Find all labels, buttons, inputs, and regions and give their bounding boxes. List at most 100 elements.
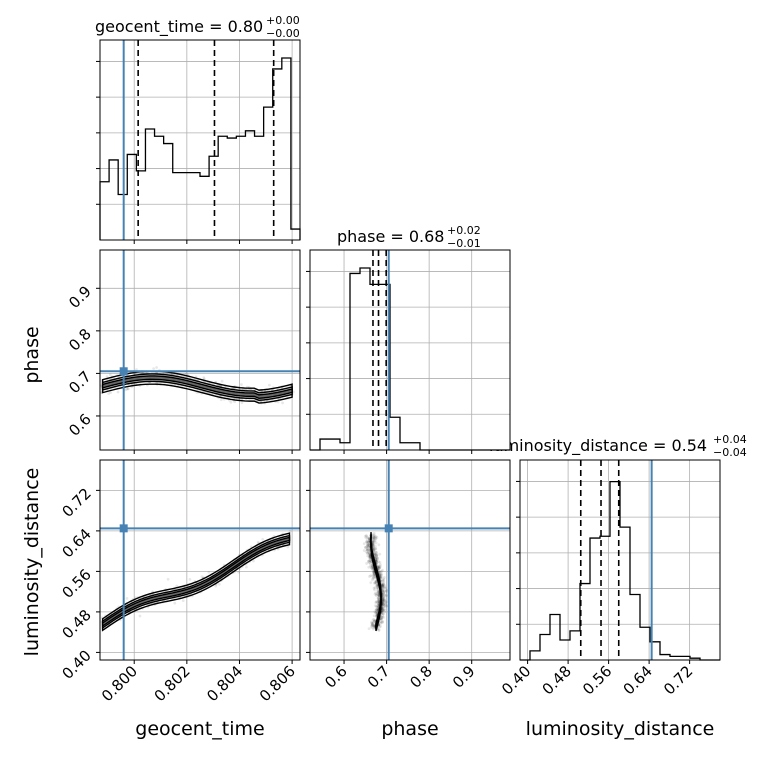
sample-point	[256, 540, 260, 544]
sample-point	[381, 582, 385, 586]
tick-label-x-luminosity_distance: 0.72	[660, 662, 696, 698]
sample-point	[379, 575, 383, 579]
tick-label-x-geocent_time: 0.804	[203, 662, 246, 705]
sample-point	[375, 560, 379, 564]
truth-marker	[119, 367, 128, 376]
sample-point	[375, 556, 379, 560]
sample-point	[378, 570, 381, 574]
sample-point	[373, 539, 377, 543]
sample-point	[377, 567, 381, 571]
sample-point	[375, 605, 378, 609]
sample-point	[367, 543, 371, 547]
sample-point	[376, 599, 380, 603]
sample-point	[371, 536, 375, 540]
sample-point	[371, 574, 375, 578]
sample-point	[380, 618, 383, 622]
sample-point	[379, 575, 383, 579]
sample-point	[370, 622, 374, 626]
sample-point	[371, 540, 375, 544]
pair-panel-geocent-time-phase: 0.6 0.7 0.8 0.9	[65, 249, 301, 454]
sample-point	[384, 604, 388, 608]
sample-point	[185, 372, 188, 376]
svg-text:geocent_time = 0.80: geocent_time = 0.80	[95, 17, 263, 37]
sample-point	[207, 570, 211, 574]
sample-point	[373, 619, 376, 623]
pair-panel-geocent-time-phase-border	[99, 249, 301, 451]
hist-panel-phase-border	[309, 249, 511, 451]
sample-point	[368, 562, 372, 566]
sample-point	[373, 581, 376, 585]
sample-point	[367, 540, 370, 544]
sample-point	[379, 572, 383, 576]
sample-point	[371, 621, 375, 625]
sample-point	[214, 584, 218, 588]
sample-point	[363, 534, 367, 538]
sample-point	[374, 611, 377, 615]
tick-label-y-phase: 0.6	[65, 410, 95, 440]
sample-point	[381, 608, 385, 612]
sample-point	[371, 574, 375, 577]
hist-panel-phase-bg	[310, 250, 510, 450]
sample-point	[379, 576, 383, 580]
sample-point	[371, 571, 375, 575]
sample-point	[371, 618, 375, 622]
sample-point	[368, 556, 372, 560]
sample-point	[367, 545, 371, 549]
sample-point	[366, 540, 370, 544]
sample-point	[376, 589, 380, 593]
sample-point	[382, 600, 386, 603]
sample-point	[382, 605, 385, 609]
sample-point	[368, 555, 372, 559]
title-luminosity-distance-median: 0.54	[671, 436, 707, 455]
sample-point	[374, 608, 378, 612]
sample-point	[375, 553, 379, 556]
pair-panel-geocent-time-luminosity-distance: 0.800 0.802 0.804 0.806 0.40 0.48 0.56 0.64 0.72	[58, 459, 301, 705]
sample-point	[377, 603, 381, 607]
sample-point	[380, 585, 384, 588]
sample-point	[374, 550, 377, 554]
pair-panel-phase-luminosity-distance-border	[309, 459, 511, 661]
sample-point	[368, 555, 372, 559]
hist-step-luminosity_distance	[520, 480, 720, 661]
sample-point	[365, 540, 369, 544]
sample-point	[377, 590, 380, 594]
sample-point	[378, 571, 382, 574]
sample-point	[375, 610, 379, 613]
tick-label-x-luminosity_distance: 0.40	[498, 662, 534, 698]
sample-point	[377, 567, 381, 570]
sample-point	[381, 600, 385, 604]
title-luminosity-distance-minus: −0.04	[713, 446, 747, 459]
sample-point	[384, 600, 388, 603]
sample-point	[376, 598, 380, 602]
sample-point	[381, 597, 385, 601]
sample-point	[365, 562, 368, 565]
sample-point	[367, 540, 371, 544]
sample-point	[368, 575, 371, 578]
sample-point	[368, 556, 372, 560]
sample-point	[376, 593, 380, 597]
sample-point	[373, 575, 377, 579]
sample-point	[369, 560, 373, 564]
sample-point	[371, 540, 375, 544]
sample-point	[367, 540, 371, 544]
sample-point	[373, 586, 377, 589]
pair-panel-phase-luminosity-distance-samples	[362, 531, 390, 632]
sample-point	[366, 542, 369, 546]
sample-point	[381, 603, 384, 607]
svg-text:phase = 0.68: phase = 0.68	[337, 227, 444, 246]
sample-point	[382, 602, 386, 606]
sample-point	[377, 565, 381, 569]
sample-point	[380, 616, 384, 619]
hist-panel-phase	[306, 249, 511, 454]
sample-point	[375, 584, 378, 588]
sample-point	[124, 388, 127, 392]
sample-point	[381, 612, 385, 616]
sample-point	[372, 533, 376, 537]
sample-point	[382, 615, 385, 619]
sample-point	[381, 596, 385, 600]
sample-point	[379, 624, 382, 628]
sample-point	[381, 597, 385, 601]
sample-point	[368, 555, 372, 558]
sample-point	[366, 543, 369, 547]
